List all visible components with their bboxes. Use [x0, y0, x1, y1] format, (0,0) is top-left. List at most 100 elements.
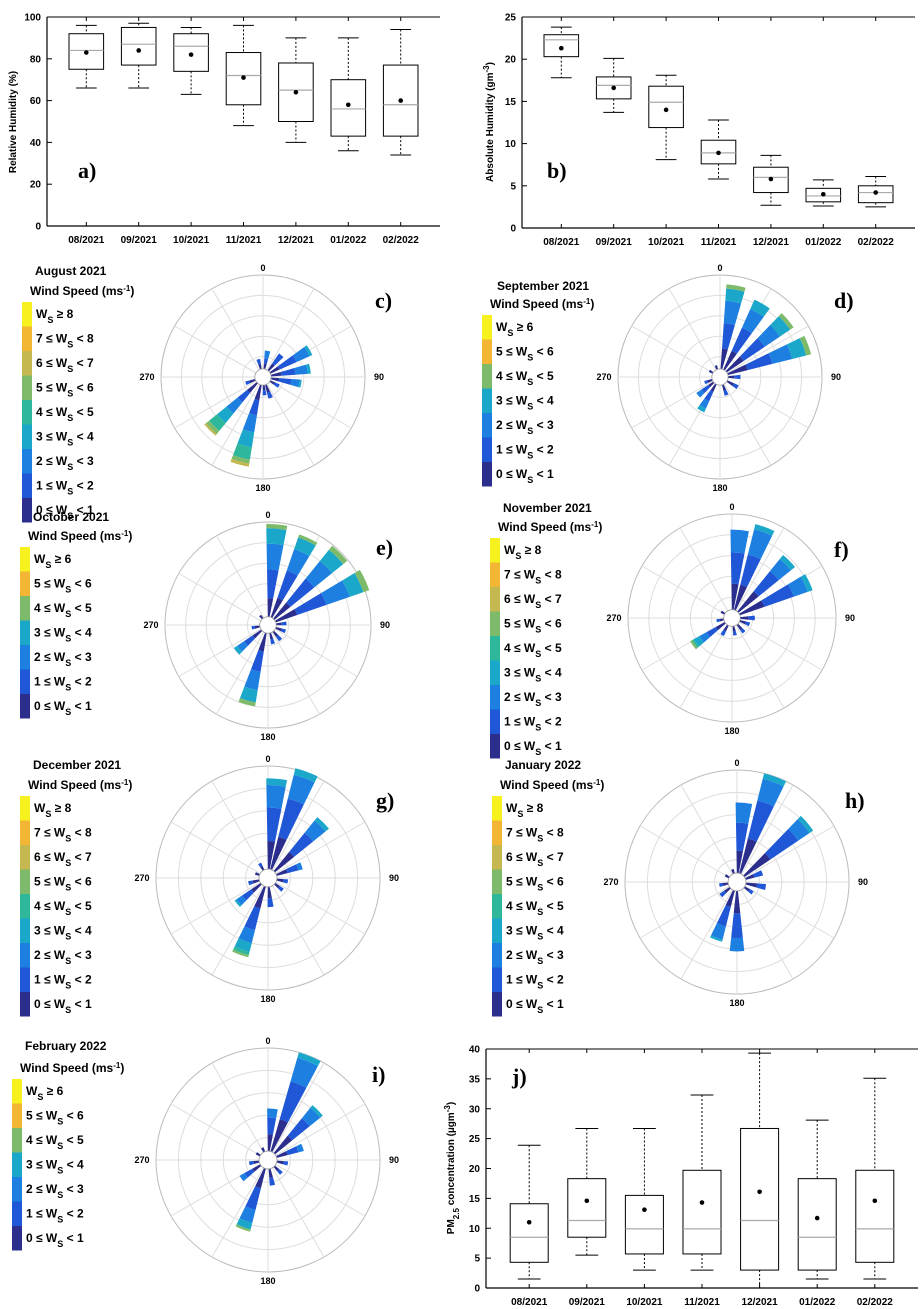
rose-sector — [270, 377, 280, 382]
rose-sector — [706, 627, 718, 638]
legend-swatch — [12, 1152, 22, 1177]
rose-sector — [267, 886, 272, 899]
mean-marker — [716, 150, 721, 156]
legend-label: 3 ≤ WS < 4 — [506, 924, 564, 942]
calm-circle — [258, 1150, 278, 1170]
legend-swatch — [20, 918, 30, 943]
angle-label-180: 180 — [260, 732, 275, 742]
legend-swatch — [22, 302, 32, 327]
rose-sector — [724, 874, 730, 879]
rose-sector — [328, 545, 348, 565]
panel-label: d) — [834, 288, 854, 313]
legend-label: WS ≥ 8 — [34, 801, 72, 819]
legend-swatch — [482, 388, 492, 413]
rose-sector — [275, 609, 298, 623]
legend-label: 3 ≤ WS < 4 — [26, 1158, 84, 1176]
rose-sector — [255, 1152, 261, 1157]
rose-sector — [732, 630, 737, 636]
y-axis-label: Absolute Humidity (gm-3) — [482, 62, 497, 182]
polar-spoke — [731, 617, 823, 671]
rose-sector — [262, 390, 267, 396]
legend-label: 6 ≤ WS < 7 — [36, 356, 94, 374]
rose-sector — [745, 882, 758, 888]
calm-circle — [727, 872, 747, 892]
rose-sector — [244, 669, 261, 691]
rose-sector — [278, 378, 292, 385]
legend-label: WS ≥ 6 — [34, 552, 72, 570]
rose-sector — [238, 926, 255, 944]
legend-label: 6 ≤ WS < 7 — [34, 850, 92, 868]
legend-swatch — [490, 685, 500, 710]
legend-label: 3 ≤ WS < 4 — [34, 626, 92, 644]
legend-swatch — [20, 967, 30, 992]
polar-spoke — [211, 376, 264, 466]
polar-spoke — [170, 877, 269, 935]
legend-swatch — [20, 547, 30, 572]
rose-sector — [266, 807, 282, 842]
legend-label: 5 ≤ WS < 6 — [26, 1109, 84, 1127]
rose-sector — [715, 622, 726, 631]
rose-sector — [286, 549, 310, 576]
rose-sector — [267, 1117, 277, 1135]
rose-title: September 2021 — [497, 279, 589, 293]
rose-sector — [725, 356, 744, 373]
rose-sector — [729, 937, 745, 952]
rose-sector — [277, 570, 298, 601]
polar-spoke — [267, 1159, 325, 1258]
panel-label: e) — [376, 535, 393, 560]
rose-sector — [708, 381, 715, 388]
mean-marker — [814, 1215, 820, 1221]
rose-sector — [281, 621, 287, 626]
rose-sector — [252, 1164, 262, 1172]
rose-sector — [732, 383, 739, 389]
rose-sector — [245, 380, 251, 386]
rose-sector — [275, 626, 282, 632]
rose-sector — [305, 560, 333, 588]
rose-sector — [258, 363, 262, 370]
rose-sector — [268, 1168, 273, 1178]
legend-swatch — [20, 596, 30, 621]
box — [330, 79, 367, 137]
rose-sector — [272, 353, 284, 366]
wind-rose-f: November 2021 Wind Speed (ms-1) WS ≥ 8 7 ≤ … — [490, 501, 855, 759]
legend-label: 2 ≤ WS < 3 — [26, 1182, 84, 1200]
rose-sector — [778, 313, 794, 330]
rose-sector — [799, 335, 812, 356]
rose-sector — [704, 380, 709, 385]
rose-sector — [235, 1224, 251, 1232]
rose-sector — [244, 1168, 255, 1178]
legend-label: 2 ≤ WS < 3 — [34, 948, 92, 966]
polar-spoke — [719, 376, 772, 466]
x-tick-label: 02/2022 — [858, 237, 895, 248]
rose-sector — [238, 698, 256, 707]
rose-sector — [788, 819, 810, 841]
legend-swatch — [482, 437, 492, 462]
legend-swatch — [12, 1128, 22, 1153]
polar-spoke — [631, 325, 721, 378]
rose-sector — [272, 630, 279, 637]
rose-sector — [253, 1160, 260, 1165]
box — [624, 1194, 664, 1255]
rose-sector — [249, 1161, 255, 1166]
rose-sector — [301, 1107, 321, 1127]
legend-swatch — [22, 400, 32, 425]
rose-sector — [270, 597, 283, 618]
angle-label-0: 0 — [729, 502, 734, 512]
polar-spoke — [211, 780, 269, 879]
rose-sector — [237, 429, 255, 448]
rose-sector — [739, 600, 765, 616]
legend-label: 3 ≤ WS < 4 — [36, 430, 94, 448]
rose-sector — [753, 870, 764, 878]
y-tick-label: 20 — [469, 1164, 481, 1175]
rose-sector — [264, 350, 271, 360]
polar-spoke — [211, 1062, 269, 1161]
wind-rose-d: September 2021 Wind Speed (ms-1) WS ≥ 6 5 ≤… — [482, 263, 854, 493]
rose-sector — [254, 384, 262, 401]
rose-sector — [266, 391, 273, 399]
rose-sector — [762, 773, 787, 787]
legend-label: 1 ≤ WS < 2 — [504, 715, 562, 733]
legend-label: 2 ≤ WS < 3 — [36, 454, 94, 472]
rose-sector — [273, 602, 291, 620]
legend-label: 7 ≤ WS < 8 — [34, 826, 92, 844]
